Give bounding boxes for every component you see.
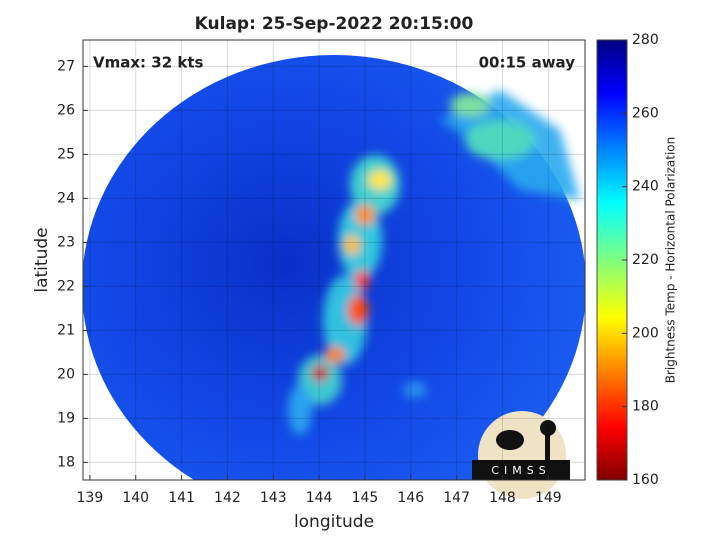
logo: CIMSS bbox=[472, 411, 570, 499]
x-tick-label: 143 bbox=[260, 490, 287, 506]
annotation: Vmax: 32 kts bbox=[93, 54, 203, 72]
y-axis-label: latitude bbox=[32, 227, 52, 292]
x-tick-label: 141 bbox=[168, 490, 195, 506]
colorbar-tick-label: 220 bbox=[632, 252, 659, 268]
y-tick-label: 23 bbox=[57, 234, 75, 250]
x-tick-label: 142 bbox=[214, 490, 241, 506]
y-tick-label: 19 bbox=[57, 410, 75, 426]
plot-frame bbox=[82, 39, 586, 481]
x-axis-label: longitude bbox=[294, 512, 374, 532]
colorbar-tick-label: 280 bbox=[632, 32, 659, 48]
y-tick-label: 25 bbox=[57, 146, 75, 162]
colorbar-tick-label: 260 bbox=[632, 105, 659, 121]
colorbar-label: Brightness Temp - Horizontal Polarizatio… bbox=[664, 137, 678, 384]
colorbar-tick-label: 200 bbox=[632, 325, 659, 341]
x-tick-label: 147 bbox=[443, 490, 470, 506]
chart-title: Kulap: 25-Sep-2022 20:15:00 bbox=[195, 14, 474, 34]
x-tick-label: 146 bbox=[397, 490, 424, 506]
annotation: 00:15 away bbox=[479, 54, 576, 72]
x-tick-label: 148 bbox=[489, 490, 516, 506]
colorbar-tick-label: 180 bbox=[632, 399, 659, 415]
y-tick-label: 22 bbox=[57, 278, 75, 294]
y-tick-label: 24 bbox=[57, 190, 75, 206]
x-tick-label: 139 bbox=[77, 490, 104, 506]
x-tick-label: 144 bbox=[306, 490, 333, 506]
colorbar-tick-label: 160 bbox=[632, 472, 659, 488]
satellite-image bbox=[83, 55, 585, 480]
x-tick-label: 149 bbox=[535, 490, 562, 506]
y-tick-label: 27 bbox=[57, 58, 75, 74]
y-tick-label: 21 bbox=[57, 322, 75, 338]
y-tick-label: 20 bbox=[57, 366, 75, 382]
x-tick-label: 140 bbox=[122, 490, 149, 506]
x-tick-label: 145 bbox=[352, 490, 379, 506]
y-tick-label: 26 bbox=[57, 102, 75, 118]
y-tick-label: 18 bbox=[57, 454, 75, 470]
colorbar-tick-label: 240 bbox=[632, 179, 659, 195]
logo-text: CIMSS bbox=[491, 464, 550, 477]
